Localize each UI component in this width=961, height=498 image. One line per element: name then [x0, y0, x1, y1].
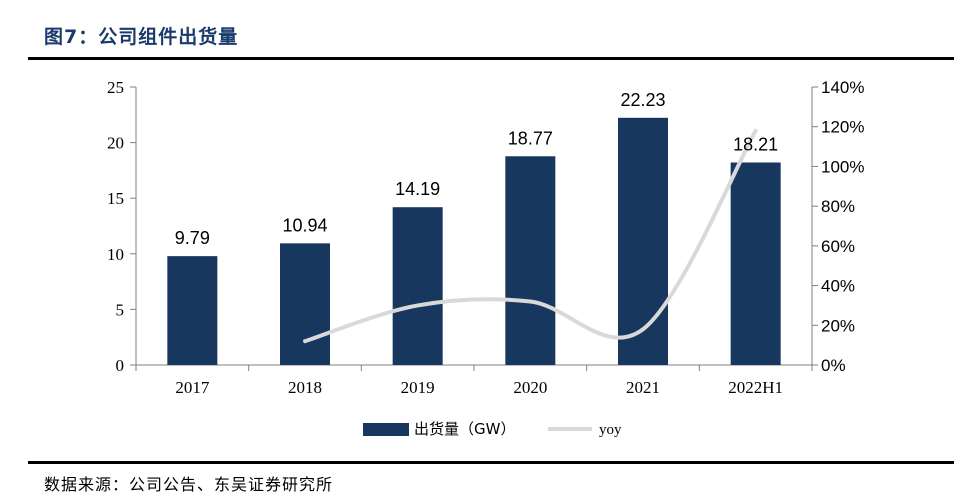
right-tick-label: 80% — [821, 197, 855, 216]
left-tick-label: 5 — [116, 300, 125, 319]
left-tick-label: 25 — [107, 78, 124, 97]
bar-2017 — [167, 256, 218, 365]
bar-value-label: 9.79 — [175, 228, 210, 248]
left-tick-label: 10 — [107, 245, 124, 264]
bar-series — [167, 117, 781, 365]
x-tick-label: 2021 — [626, 378, 660, 397]
x-tick-label: 2019 — [401, 378, 435, 397]
left-tick-label: 15 — [107, 189, 124, 208]
yoy-line — [303, 128, 758, 344]
bar-value-label: 18.77 — [508, 128, 553, 148]
legend-line-label: yoy — [599, 422, 622, 438]
bar-2019 — [392, 207, 443, 365]
chart-axes: 0 5 10 15 20 25 0% 20% 40% 60% 80% 100% 120% 140% 2017… — [107, 78, 864, 397]
left-tick-label: 20 — [107, 134, 124, 153]
right-tick-label: 40% — [821, 277, 855, 296]
x-tick-label: 2018 — [288, 378, 322, 397]
source-note: 数据来源：公司公告、东吴证券研究所 — [44, 475, 334, 494]
data-labels: 9.79 10.94 14.19 18.77 22.23 18.21 — [175, 90, 778, 248]
top-rule — [28, 57, 954, 60]
figure-title: 图7：公司组件出货量 — [44, 26, 239, 48]
bar-2018 — [280, 243, 330, 365]
left-tick-label: 0 — [116, 356, 125, 375]
right-tick-label: 140% — [821, 78, 864, 97]
bar-value-label: 18.21 — [733, 135, 778, 155]
x-tick-label: 2022H1 — [728, 378, 783, 397]
legend-bar-label: 出货量（GW） — [414, 420, 515, 438]
bar-2020 — [505, 156, 556, 365]
right-tick-label: 60% — [821, 237, 855, 256]
x-tick-label: 2017 — [175, 378, 210, 397]
bar-2022H1 — [730, 162, 781, 365]
bar-2021 — [618, 117, 668, 365]
right-tick-label: 120% — [821, 118, 864, 137]
x-tick-label: 2020 — [513, 378, 547, 397]
right-tick-label: 20% — [821, 316, 855, 335]
chart-legend: 出货量（GW） yoy — [363, 420, 622, 438]
right-tick-label: 0% — [821, 356, 846, 375]
right-tick-label: 100% — [821, 157, 864, 176]
bar-value-label: 14.19 — [395, 179, 440, 199]
bar-value-label: 10.94 — [282, 215, 327, 235]
legend-bar-swatch — [363, 423, 409, 436]
yoy-line-series — [303, 128, 758, 344]
bottom-rule — [28, 461, 954, 464]
bar-value-label: 22.23 — [620, 90, 665, 110]
